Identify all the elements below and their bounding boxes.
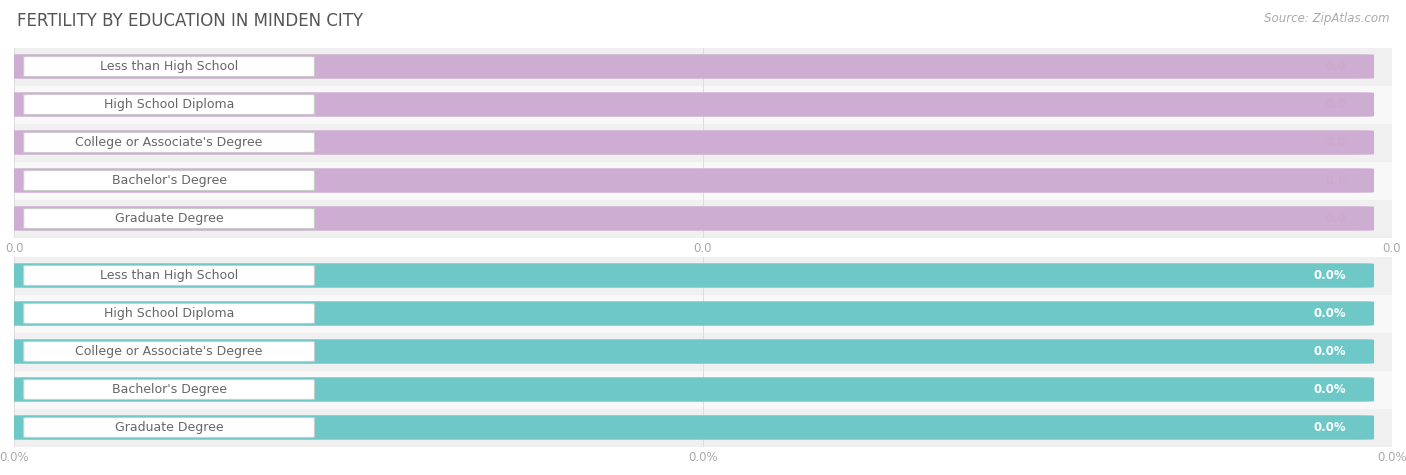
- FancyBboxPatch shape: [24, 380, 315, 399]
- Text: College or Associate's Degree: College or Associate's Degree: [76, 136, 263, 149]
- FancyBboxPatch shape: [24, 57, 315, 76]
- Bar: [14, 370, 1392, 408]
- Text: 0.0%: 0.0%: [1313, 269, 1347, 282]
- Bar: [14, 200, 1392, 238]
- Text: 0.0%: 0.0%: [1313, 307, 1347, 320]
- Text: Bachelor's Degree: Bachelor's Degree: [111, 383, 226, 396]
- FancyBboxPatch shape: [4, 301, 1374, 326]
- FancyBboxPatch shape: [24, 171, 315, 190]
- FancyBboxPatch shape: [4, 339, 1374, 364]
- FancyBboxPatch shape: [24, 209, 315, 228]
- FancyBboxPatch shape: [4, 263, 1374, 288]
- Text: High School Diploma: High School Diploma: [104, 307, 235, 320]
- Text: Bachelor's Degree: Bachelor's Degree: [111, 174, 226, 187]
- Bar: [14, 124, 1392, 162]
- Bar: [14, 256, 1392, 294]
- Text: FERTILITY BY EDUCATION IN MINDEN CITY: FERTILITY BY EDUCATION IN MINDEN CITY: [17, 12, 363, 30]
- FancyBboxPatch shape: [4, 130, 1374, 155]
- Text: College or Associate's Degree: College or Associate's Degree: [76, 345, 263, 358]
- FancyBboxPatch shape: [4, 168, 1374, 193]
- Text: 0.0: 0.0: [1326, 98, 1347, 111]
- Text: Graduate Degree: Graduate Degree: [115, 421, 224, 434]
- Text: High School Diploma: High School Diploma: [104, 98, 235, 111]
- Text: 0.0%: 0.0%: [1313, 345, 1347, 358]
- Bar: [14, 86, 1392, 124]
- FancyBboxPatch shape: [24, 266, 315, 285]
- FancyBboxPatch shape: [24, 304, 315, 323]
- FancyBboxPatch shape: [24, 418, 315, 437]
- Text: 0.0: 0.0: [1326, 174, 1347, 187]
- FancyBboxPatch shape: [24, 95, 315, 114]
- FancyBboxPatch shape: [4, 54, 1374, 79]
- Text: Source: ZipAtlas.com: Source: ZipAtlas.com: [1264, 12, 1389, 25]
- Text: Less than High School: Less than High School: [100, 60, 238, 73]
- FancyBboxPatch shape: [24, 342, 315, 361]
- Text: 0.0: 0.0: [1326, 136, 1347, 149]
- Bar: [14, 48, 1392, 86]
- FancyBboxPatch shape: [4, 415, 1374, 440]
- Bar: [14, 332, 1392, 371]
- Text: Graduate Degree: Graduate Degree: [115, 212, 224, 225]
- FancyBboxPatch shape: [4, 92, 1374, 117]
- Text: 0.0: 0.0: [1326, 212, 1347, 225]
- Text: 0.0%: 0.0%: [1313, 383, 1347, 396]
- Text: 0.0%: 0.0%: [1313, 421, 1347, 434]
- FancyBboxPatch shape: [4, 206, 1374, 231]
- FancyBboxPatch shape: [24, 133, 315, 152]
- Bar: [14, 408, 1392, 446]
- Text: Less than High School: Less than High School: [100, 269, 238, 282]
- Text: 0.0: 0.0: [1326, 60, 1347, 73]
- Bar: [14, 294, 1392, 332]
- FancyBboxPatch shape: [4, 377, 1374, 402]
- Bar: [14, 162, 1392, 199]
